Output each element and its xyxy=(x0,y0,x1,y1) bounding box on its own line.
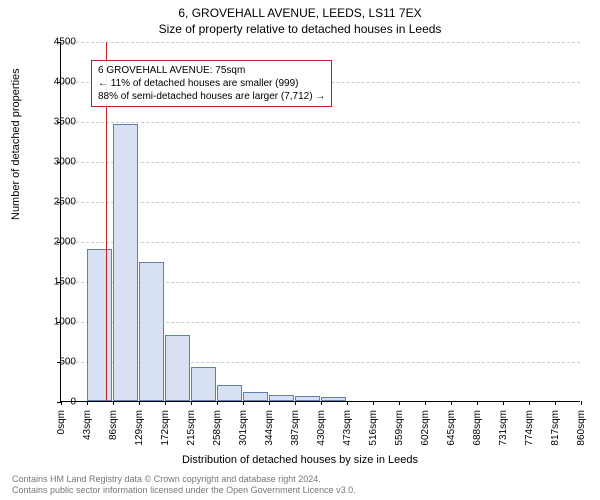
xtick-mark xyxy=(477,401,478,405)
ytick-label: 3500 xyxy=(36,117,76,128)
histogram-bar xyxy=(295,396,320,401)
footer-line1: Contains HM Land Registry data © Crown c… xyxy=(12,474,356,485)
histogram-bar xyxy=(87,249,112,401)
xtick-label: 43sqm xyxy=(82,410,93,454)
xtick-mark xyxy=(113,401,114,405)
gridline xyxy=(61,242,580,243)
gridline xyxy=(61,42,580,43)
histogram-bar xyxy=(165,335,190,401)
xtick-mark xyxy=(191,401,192,405)
xtick-mark xyxy=(217,401,218,405)
xtick-label: 172sqm xyxy=(160,410,171,454)
xtick-mark xyxy=(347,401,348,405)
xtick-label: 129sqm xyxy=(134,410,145,454)
footer-line2: Contains public sector information licen… xyxy=(12,485,356,496)
chart-container: 6, GROVEHALL AVENUE, LEEDS, LS11 7EX Siz… xyxy=(0,0,600,500)
chart-title: 6, GROVEHALL AVENUE, LEEDS, LS11 7EX xyxy=(0,6,600,20)
plot-area: 6 GROVEHALL AVENUE: 75sqm ← 11% of detac… xyxy=(60,42,580,402)
xtick-label: 86sqm xyxy=(108,410,119,454)
annotation-line1: 6 GROVEHALL AVENUE: 75sqm xyxy=(98,64,325,77)
xtick-mark xyxy=(321,401,322,405)
xtick-mark xyxy=(373,401,374,405)
xtick-label: 860sqm xyxy=(576,410,587,454)
xtick-label: 430sqm xyxy=(316,410,327,454)
xtick-label: 0sqm xyxy=(56,410,67,454)
ytick-label: 0 xyxy=(36,397,76,408)
xtick-mark xyxy=(451,401,452,405)
xtick-label: 645sqm xyxy=(446,410,457,454)
xtick-mark xyxy=(243,401,244,405)
xtick-label: 215sqm xyxy=(186,410,197,454)
xtick-label: 473sqm xyxy=(342,410,353,454)
xtick-label: 774sqm xyxy=(524,410,535,454)
xtick-mark xyxy=(529,401,530,405)
xtick-label: 559sqm xyxy=(394,410,405,454)
x-axis-label: Distribution of detached houses by size … xyxy=(0,454,600,466)
xtick-mark xyxy=(503,401,504,405)
xtick-label: 602sqm xyxy=(420,410,431,454)
xtick-mark xyxy=(269,401,270,405)
footer: Contains HM Land Registry data © Crown c… xyxy=(12,474,356,496)
histogram-bar xyxy=(191,367,216,401)
xtick-mark xyxy=(425,401,426,405)
xtick-label: 688sqm xyxy=(472,410,483,454)
ytick-label: 3000 xyxy=(36,157,76,168)
xtick-label: 817sqm xyxy=(550,410,561,454)
annotation-box: 6 GROVEHALL AVENUE: 75sqm ← 11% of detac… xyxy=(91,60,332,107)
gridline xyxy=(61,162,580,163)
ytick-label: 1000 xyxy=(36,317,76,328)
annotation-line2: ← 11% of detached houses are smaller (99… xyxy=(98,77,325,90)
ytick-label: 4000 xyxy=(36,77,76,88)
histogram-bar xyxy=(217,385,242,401)
chart-subtitle: Size of property relative to detached ho… xyxy=(0,22,600,36)
ytick-label: 4500 xyxy=(36,37,76,48)
xtick-mark xyxy=(139,401,140,405)
histogram-bar xyxy=(321,397,346,401)
ytick-label: 2000 xyxy=(36,237,76,248)
xtick-label: 344sqm xyxy=(264,410,275,454)
xtick-mark xyxy=(399,401,400,405)
histogram-bar xyxy=(113,124,138,401)
xtick-mark xyxy=(555,401,556,405)
xtick-mark xyxy=(295,401,296,405)
xtick-label: 516sqm xyxy=(368,410,379,454)
ytick-label: 1500 xyxy=(36,277,76,288)
gridline xyxy=(61,202,580,203)
ytick-label: 500 xyxy=(36,357,76,368)
gridline xyxy=(61,122,580,123)
annotation-line3: 88% of semi-detached houses are larger (… xyxy=(98,90,325,103)
histogram-bar xyxy=(139,262,164,401)
y-axis-label: Number of detached properties xyxy=(10,68,22,220)
xtick-mark xyxy=(581,401,582,405)
xtick-mark xyxy=(87,401,88,405)
xtick-label: 258sqm xyxy=(212,410,223,454)
histogram-bar xyxy=(269,395,294,401)
histogram-bar xyxy=(243,392,268,401)
xtick-label: 731sqm xyxy=(498,410,509,454)
xtick-label: 301sqm xyxy=(238,410,249,454)
xtick-label: 387sqm xyxy=(290,410,301,454)
ytick-label: 2500 xyxy=(36,197,76,208)
xtick-mark xyxy=(165,401,166,405)
